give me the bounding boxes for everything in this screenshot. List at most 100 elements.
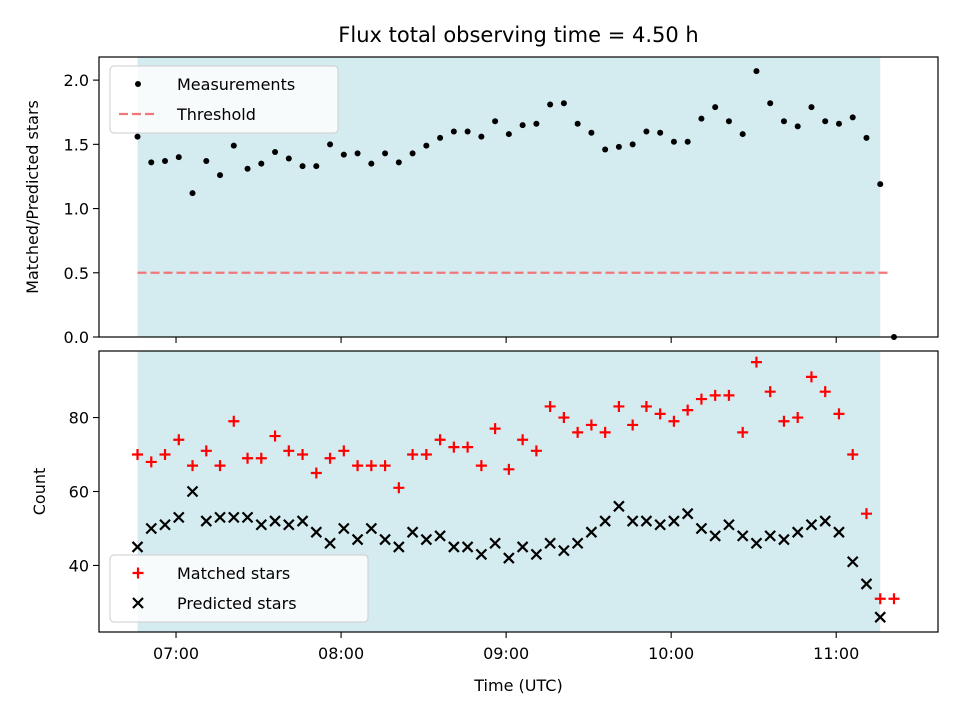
predicted-star-marker [406,526,419,538]
y-tick-label: 60 [69,483,89,502]
matched-star-marker [489,423,501,435]
legend-label: Matched stars [177,564,290,583]
predicted-star-marker [241,511,254,524]
predicted-star-marker [351,533,364,546]
x-tick-label: 09:00 [483,644,529,663]
measurement-point [313,163,320,170]
predicted-star-marker [805,518,818,531]
predicted-star-marker [200,515,213,527]
predicted-star-marker [571,537,584,550]
legend-marker [132,567,144,579]
matched-star-marker [503,463,515,475]
predicted-star-marker [709,530,721,542]
y-tick-label: 2.0 [64,71,89,90]
measurement-point [533,120,540,127]
ratio-y-axis: 0.0 0.5 1.0 1.5 2.0 [64,71,99,347]
measurement-point [464,128,471,135]
legend-label: Measurements [177,75,295,94]
predicted-star-marker [819,515,831,527]
predicted-star-marker [530,548,543,561]
matched-star-marker [860,508,872,520]
matched-star-marker [269,430,281,442]
ratio-panel: 0.00.51.01.52.0 Matched/Predicted stars … [23,56,939,347]
predicted-star-marker [365,522,378,535]
predicted-star-marker [448,541,460,553]
predicted-star-marker [860,578,873,590]
matched-star-marker [709,389,721,401]
measurement-point [753,68,760,75]
predicted-star-marker [833,526,845,538]
y-tick-label: 80 [69,409,89,428]
legend-box [109,65,339,134]
predicted-star-marker [379,533,391,546]
measurement-point [684,138,691,145]
predicted-star-marker [764,530,776,542]
matched-star-marker [187,460,199,472]
matched-star-marker [723,389,735,401]
predicted-star-marker [310,526,323,538]
legend-marker [135,81,141,87]
matched-star-marker [448,441,460,453]
predicted-star-marker [159,518,171,531]
measurement-point [340,151,347,158]
measurement-point [299,163,306,170]
time-x-axis: 07:00 08:00 09:00 10:00 11:00 [153,632,859,663]
measurement-point [615,143,622,150]
predicted-star-marker [544,537,556,550]
chart-title: Flux total observing time = 4.50 h [338,23,698,47]
matched-star-marker [847,449,859,461]
matched-star-marker [695,393,707,405]
matched-star-marker [764,386,776,398]
matched-star-marker [159,449,171,461]
predicted-star-marker [214,511,226,524]
predicted-star-marker [186,485,199,498]
ratio-x-ticks [175,337,837,343]
measurement-point [808,104,815,111]
predicted-star-marker [420,533,433,546]
matched-star-marker [365,460,377,472]
measurement-point [162,158,169,165]
matched-star-marker [874,593,886,605]
predicted-star-marker [516,541,529,553]
predicted-star-marker [145,522,158,535]
measurement-point [134,133,141,140]
legend-marker [132,597,144,609]
measurement-point [272,149,279,156]
predicted-star-marker [654,518,666,531]
predicted-star-marker [750,537,763,550]
matched-star-marker [750,356,762,368]
matched-star-marker [682,404,694,416]
y-tick-label: 40 [69,556,89,575]
predicted-star-marker [791,526,804,538]
measurement-point [368,160,375,167]
measurement-point [492,118,499,125]
matched-star-marker [654,408,666,420]
predicted-star-marker [338,522,350,535]
matched-star-marker [475,460,487,472]
matched-star-marker [530,445,542,457]
measurement-point [863,134,870,141]
matched-star-marker [572,426,584,438]
matched-star-marker [420,449,432,461]
predicted-star-marker [695,522,708,535]
matched-star-marker [214,460,226,472]
x-tick-label: 10:00 [648,644,694,663]
y-tick-label: 1.5 [64,135,89,154]
time-x-axis-label: Time (UTC) [473,676,562,695]
matched-star-marker [805,371,817,383]
legend-box [109,554,369,623]
measurement-point [244,165,251,172]
measurement-point [175,154,182,161]
predicted-star-marker [475,548,488,561]
measurement-point [602,146,609,153]
matched-star-marker [255,452,267,464]
measurement-point [478,133,485,140]
measurement-point [849,114,856,121]
measurement-point [739,131,746,138]
predicted-star-marker [461,541,474,553]
matched-star-marker [145,456,157,468]
measurement-point [629,141,636,148]
predicted-star-marker [846,555,859,568]
matched-star-marker [737,426,749,438]
